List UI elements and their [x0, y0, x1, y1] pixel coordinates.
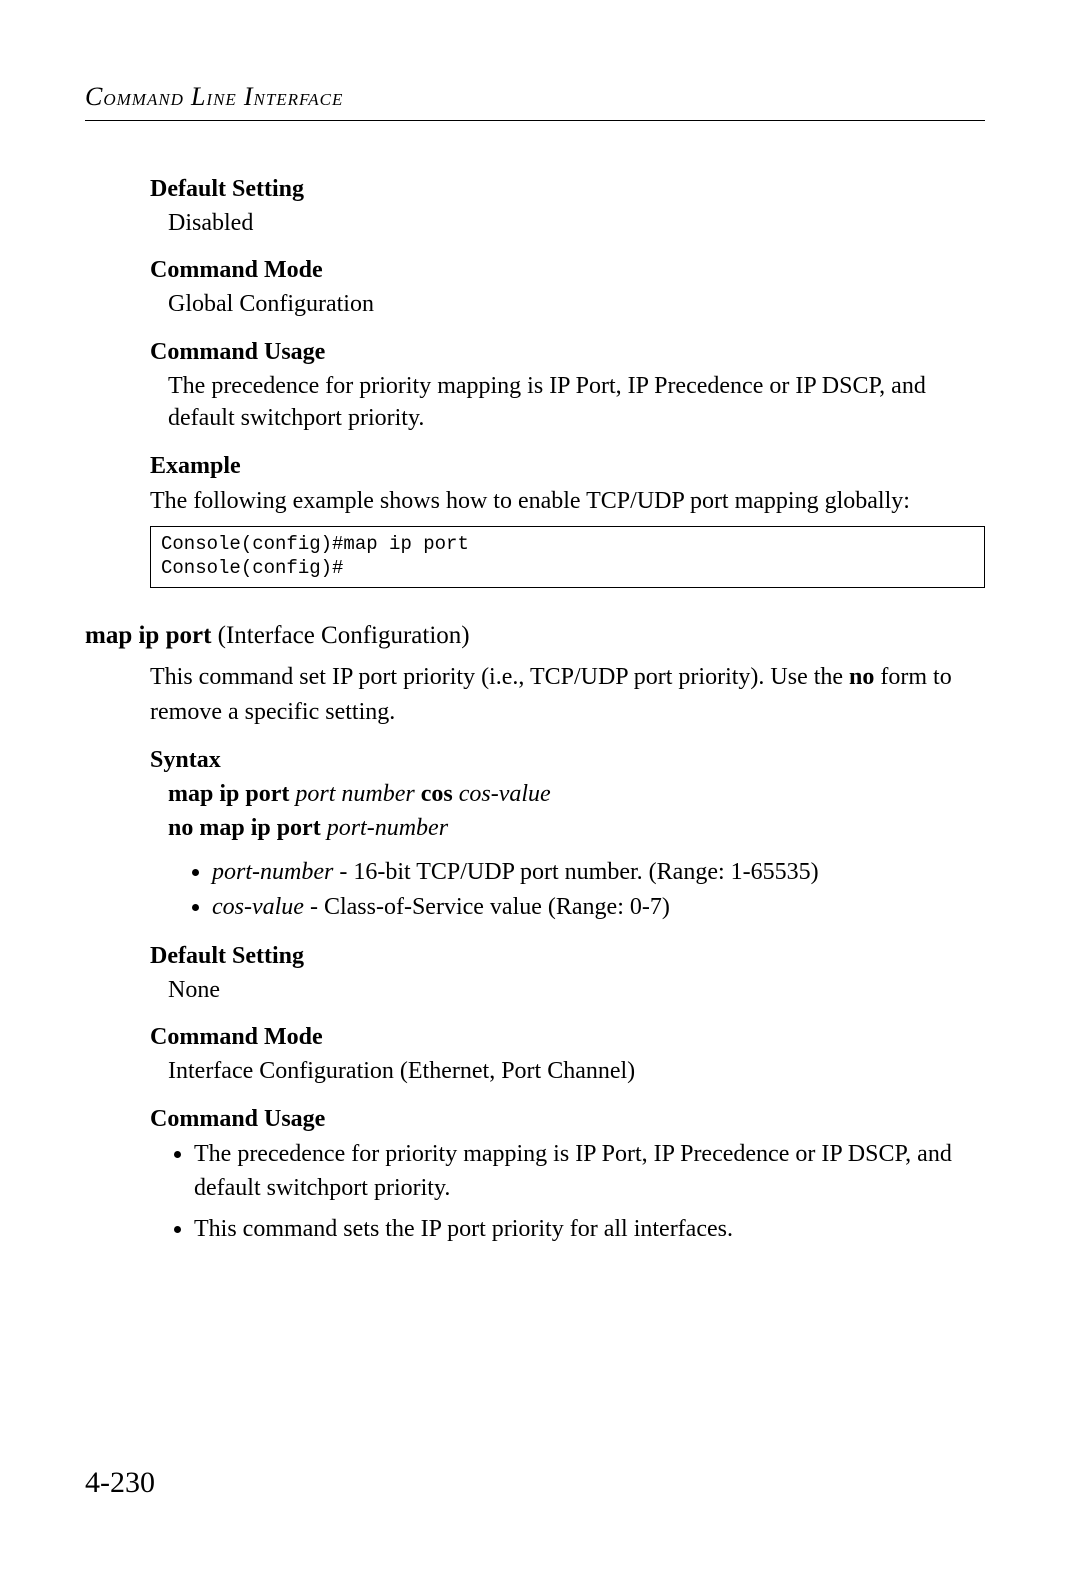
heading-command-usage-2: Command Usage: [150, 1106, 985, 1133]
command-mode-value: Global Configuration: [168, 288, 985, 320]
heading-default-setting: Default Setting: [150, 176, 985, 203]
heading-command-mode-2: Command Mode: [150, 1024, 985, 1051]
default-setting-value: Disabled: [168, 207, 985, 239]
parameter-list: port-number - 16-bit TCP/UDP port number…: [184, 856, 985, 925]
section-global-cmd: Default Setting Disabled Command Mode Gl…: [150, 176, 985, 588]
command-usage-text: The precedence for priority mapping is I…: [168, 370, 985, 435]
command-description: This command set IP port priority (i.e.,…: [150, 660, 985, 730]
usage-item: This command sets the IP port priority f…: [194, 1212, 985, 1247]
syntax-line-2: no map ip port port-number: [168, 812, 985, 846]
usage-list: The precedence for priority mapping is I…: [166, 1137, 985, 1247]
running-header: Command Line Interface: [85, 82, 985, 112]
header-rule: [85, 120, 985, 121]
command-context: (Interface Configuration): [211, 622, 469, 649]
heading-command-usage: Command Usage: [150, 339, 985, 366]
heading-example: Example: [150, 453, 985, 480]
default-setting-value-2: None: [168, 974, 985, 1006]
page-number: 4-230: [85, 1466, 155, 1500]
example-intro: The following example shows how to enabl…: [150, 484, 985, 519]
section-interface-cmd: This command set IP port priority (i.e.,…: [150, 660, 985, 1247]
heading-default-setting-2: Default Setting: [150, 943, 985, 970]
usage-item: The precedence for priority mapping is I…: [194, 1137, 985, 1207]
heading-command-mode: Command Mode: [150, 257, 985, 284]
param-item: port-number - 16-bit TCP/UDP port number…: [212, 856, 985, 890]
example-code: Console(config)#map ip port Console(conf…: [150, 526, 985, 588]
command-mode-value-2: Interface Configuration (Ethernet, Port …: [168, 1055, 985, 1087]
command-title: map ip port (Interface Configuration): [85, 622, 985, 650]
param-item: cos-value - Class-of-Service value (Rang…: [212, 891, 985, 925]
heading-syntax: Syntax: [150, 747, 985, 774]
command-name: map ip port: [85, 622, 211, 649]
syntax-line-1: map ip port port number cos cos-value: [168, 778, 985, 812]
